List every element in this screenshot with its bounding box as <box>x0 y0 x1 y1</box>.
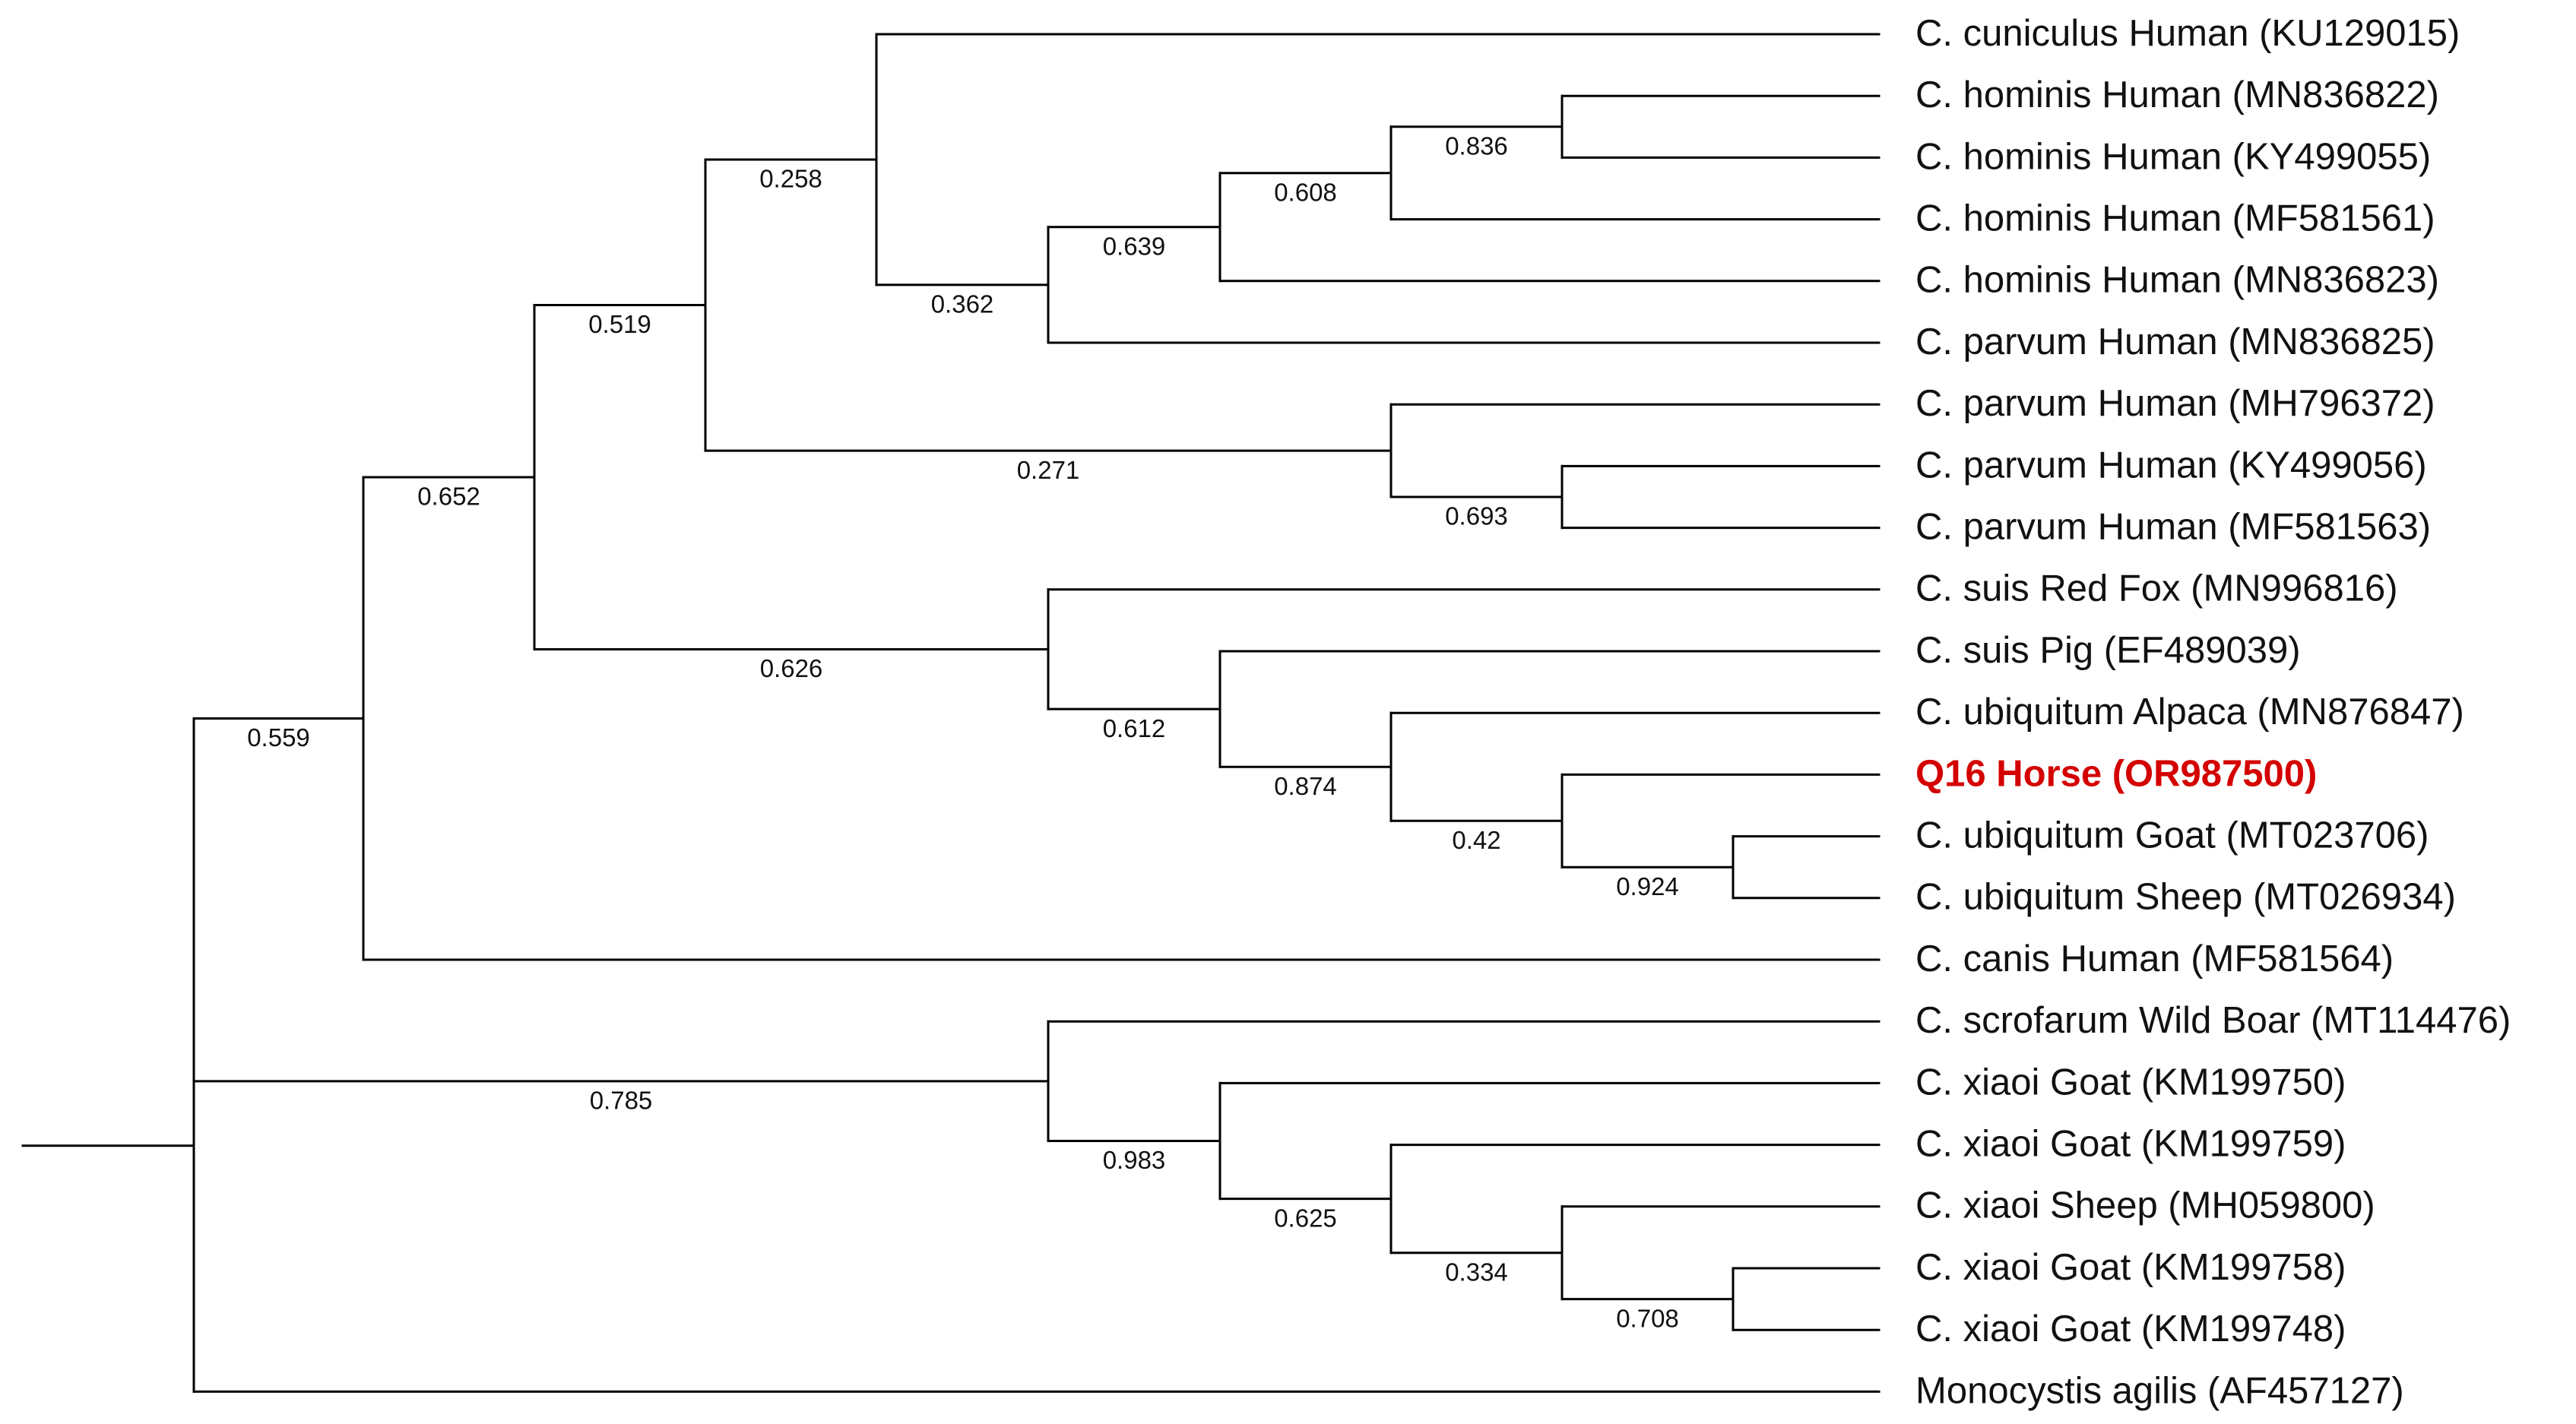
leaf-label: C. parvum Human (MN836825) <box>1915 321 2435 362</box>
support-value: 0.652 <box>417 483 480 511</box>
support-value: 0.612 <box>1103 714 1166 742</box>
support-value: 0.519 <box>588 310 651 338</box>
leaf-label: C. suis Pig (EF489039) <box>1915 630 2301 671</box>
leaf-label: Monocystis agilis (AF457127) <box>1915 1370 2404 1411</box>
support-value: 0.639 <box>1103 232 1166 260</box>
leaf-label: C. hominis Human (KY499055) <box>1915 136 2431 177</box>
support-value: 0.785 <box>590 1087 653 1115</box>
tree-branches <box>21 33 1881 1393</box>
support-value: 0.625 <box>1274 1204 1337 1232</box>
leaf-label: C. ubiquitum Goat (MT023706) <box>1915 815 2429 856</box>
leaf-label: C. canis Human (MF581564) <box>1915 938 2394 979</box>
support-value: 0.874 <box>1274 772 1337 800</box>
leaf-label: C. xiaoi Sheep (MH059800) <box>1915 1185 2375 1226</box>
leaf-label: C. xiaoi Goat (KM199758) <box>1915 1247 2346 1288</box>
support-value: 0.708 <box>1616 1304 1679 1332</box>
leaf-label: C. cuniculus Human (KU129015) <box>1915 13 2460 54</box>
leaf-label: C. xiaoi Goat (KM199759) <box>1915 1124 2346 1165</box>
support-value: 0.271 <box>1017 456 1080 484</box>
leaf-label: C. hominis Human (MN836822) <box>1915 74 2439 116</box>
support-value: 0.608 <box>1274 178 1337 206</box>
leaf-label: C. xiaoi Goat (KM199748) <box>1915 1308 2346 1350</box>
support-value: 0.983 <box>1103 1146 1166 1174</box>
leaf-label: C. xiaoi Goat (KM199750) <box>1915 1062 2346 1103</box>
leaf-label: C. hominis Human (MF581561) <box>1915 198 2435 239</box>
leaf-label: C. parvum Human (MF581563) <box>1915 507 2431 548</box>
leaf-label: C. parvum Human (MH796372) <box>1915 383 2435 424</box>
support-value: 0.924 <box>1616 872 1679 900</box>
support-value: 0.42 <box>1452 826 1500 854</box>
support-value: 0.362 <box>931 290 994 318</box>
leaf-labels: C. cuniculus Human (KU129015) C. hominis … <box>1915 13 2511 1411</box>
support-values: 0.559 0.652 0.519 0.258 0.362 0.639 0.608 0.836… <box>247 132 1679 1333</box>
leaf-label: C. suis Red Fox (MN996816) <box>1915 568 2398 609</box>
leaf-label: C. parvum Human (KY499056) <box>1915 445 2427 486</box>
support-value: 0.559 <box>247 723 310 752</box>
support-value: 0.258 <box>759 165 822 193</box>
support-value: 0.626 <box>760 654 823 682</box>
leaf-label: C. hominis Human (MN836823) <box>1915 260 2439 301</box>
leaf-label-highlighted: Q16 Horse (OR987500) <box>1915 753 2317 794</box>
leaf-label: C. ubiquitum Sheep (MT026934) <box>1915 877 2456 918</box>
support-value: 0.334 <box>1445 1258 1508 1286</box>
support-value: 0.693 <box>1445 502 1508 530</box>
support-value: 0.836 <box>1445 132 1508 160</box>
leaf-label: C. scrofarum Wild Boar (MT114476) <box>1915 1000 2511 1041</box>
leaf-label: C. ubiquitum Alpaca (MN876847) <box>1915 691 2464 733</box>
